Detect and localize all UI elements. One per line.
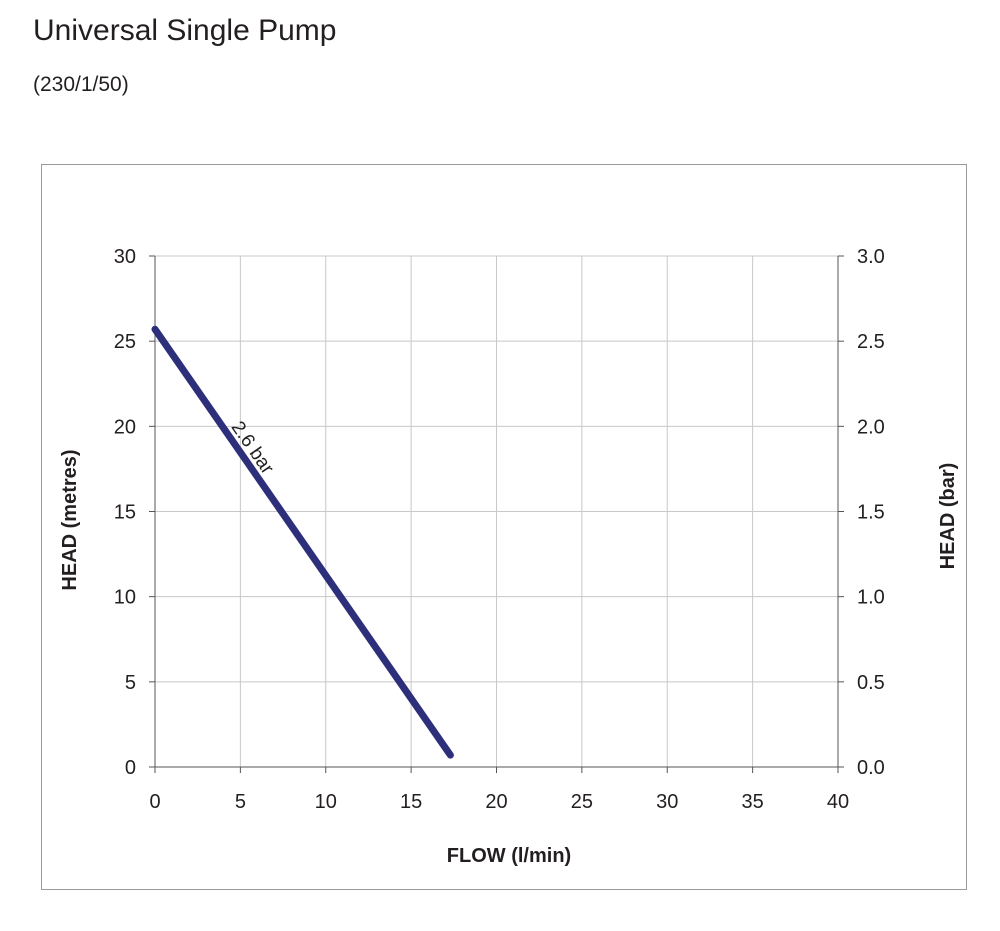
series-line bbox=[151, 325, 454, 759]
y2-tick-label: 1.5 bbox=[857, 502, 885, 524]
y-tick-label: 25 bbox=[114, 331, 136, 353]
x-tick-label: 40 bbox=[827, 791, 849, 813]
y2-tick-label: 2.5 bbox=[857, 331, 885, 353]
chart-frame bbox=[41, 164, 967, 890]
x-tick-labels: 0 5 10 15 20 25 30 35 40 bbox=[149, 791, 849, 813]
x-tick-label: 15 bbox=[400, 791, 422, 813]
x-tick-label: 0 bbox=[149, 791, 160, 813]
y-tick-label: 15 bbox=[114, 502, 136, 524]
x-tick-label: 5 bbox=[235, 791, 246, 813]
y2-tick-label: 3.0 bbox=[857, 246, 885, 268]
y-tick-label: 5 bbox=[125, 672, 136, 694]
x-axis-label: FLOW (l/min) bbox=[447, 845, 571, 867]
axes bbox=[149, 255, 844, 773]
x-tick-label: 25 bbox=[571, 791, 593, 813]
y2-axis-label: HEAD (bar) bbox=[937, 463, 959, 570]
series-layer: 2.6 bar bbox=[151, 325, 454, 759]
x-tick-label: 35 bbox=[742, 791, 764, 813]
page-title: Universal Single Pump bbox=[33, 14, 337, 47]
y2-tick-label: 2.0 bbox=[857, 416, 885, 438]
y-tick-labels: 0 5 10 15 20 25 30 bbox=[114, 246, 136, 779]
grid-lines bbox=[155, 255, 838, 767]
y-tick-label: 10 bbox=[114, 587, 136, 609]
y-tick-label: 20 bbox=[114, 416, 136, 438]
y-tick-label: 30 bbox=[114, 246, 136, 268]
y-axis-label: HEAD (metres) bbox=[59, 449, 81, 590]
y2-tick-label: 0.5 bbox=[857, 672, 885, 694]
y2-tick-label: 0.0 bbox=[857, 757, 885, 779]
y2-tick-labels: 0.0 0.5 1.0 1.5 2.0 2.5 3.0 bbox=[857, 246, 885, 779]
y-tick-label: 0 bbox=[125, 757, 136, 779]
x-tick-label: 30 bbox=[656, 791, 678, 813]
page-subtitle: (230/1/50) bbox=[33, 73, 129, 96]
y2-tick-label: 1.0 bbox=[857, 587, 885, 609]
x-tick-label: 10 bbox=[315, 791, 337, 813]
x-tick-label: 20 bbox=[485, 791, 507, 813]
